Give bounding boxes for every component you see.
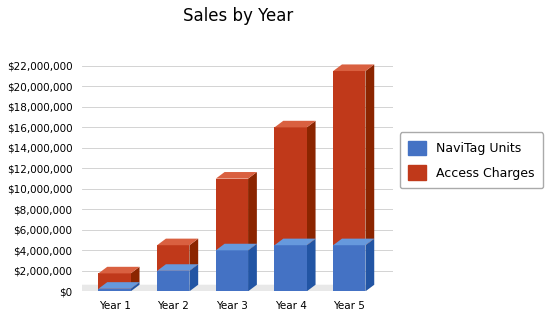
Bar [333, 71, 365, 245]
Polygon shape [365, 65, 374, 245]
Polygon shape [131, 267, 140, 289]
Polygon shape [248, 172, 257, 250]
Polygon shape [189, 238, 198, 271]
Bar [216, 179, 248, 250]
Bar [274, 245, 307, 291]
Bar [333, 245, 365, 291]
Bar [216, 250, 248, 291]
Polygon shape [248, 244, 257, 291]
Polygon shape [333, 238, 374, 245]
Polygon shape [333, 65, 374, 71]
Polygon shape [216, 172, 257, 179]
Polygon shape [98, 267, 140, 273]
Polygon shape [72, 56, 73, 291]
Polygon shape [72, 285, 374, 291]
Bar [98, 273, 131, 289]
Bar [98, 289, 131, 291]
Bar [274, 128, 307, 245]
Polygon shape [189, 264, 198, 291]
Polygon shape [307, 238, 316, 291]
Title: Sales by Year: Sales by Year [183, 7, 293, 25]
Legend: NaviTag Units, Access Charges: NaviTag Units, Access Charges [399, 132, 543, 189]
Polygon shape [98, 282, 140, 289]
Polygon shape [274, 121, 316, 128]
Bar [157, 245, 189, 271]
Polygon shape [307, 121, 316, 245]
Polygon shape [72, 49, 81, 291]
Polygon shape [365, 238, 374, 291]
Polygon shape [131, 282, 140, 291]
Polygon shape [157, 238, 198, 245]
Polygon shape [216, 244, 257, 250]
Polygon shape [157, 264, 198, 271]
Bar [157, 271, 189, 291]
Polygon shape [274, 238, 316, 245]
